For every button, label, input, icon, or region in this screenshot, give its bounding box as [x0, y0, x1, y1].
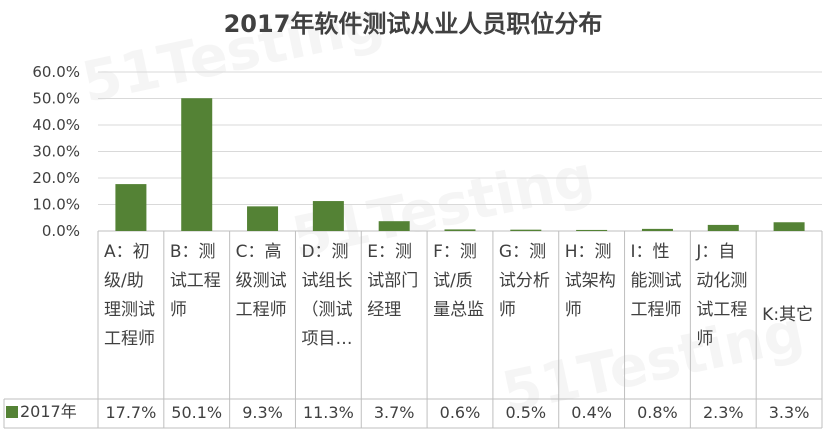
bar [707, 224, 739, 231]
category-label: A：初级/助理测试工程师 [104, 242, 155, 349]
category-label: B：测试工程师 [169, 242, 221, 320]
data-label: 3.3% [768, 403, 810, 422]
data-label: 2.3% [702, 403, 744, 422]
bar [312, 201, 344, 231]
category-label: J：自动化测试工程师 [696, 242, 748, 349]
category-label: H：测试架构师 [564, 242, 616, 320]
category-label: I：性能测试工程师 [630, 242, 682, 320]
bar [181, 98, 213, 231]
category-label: D：测试组长（测试项目… [301, 242, 353, 349]
y-tick-label: 20.0% [32, 169, 80, 187]
legend-label: 2017年 [20, 402, 77, 421]
data-label: 0.4% [571, 403, 612, 422]
category-label: C：高级测试工程师 [235, 242, 287, 320]
bar [510, 229, 542, 231]
category-label: E：测试部门经理 [367, 242, 419, 320]
data-label: 0.6% [439, 403, 481, 422]
category-label: F：测试/质量总监 [433, 242, 485, 320]
data-label: 9.3% [242, 403, 283, 422]
category-label: K:其它 [762, 304, 814, 325]
bar [773, 222, 805, 231]
data-label: 3.7% [373, 403, 415, 422]
bar [115, 184, 147, 231]
data-label: 50.1% [171, 403, 223, 422]
legend-swatch [6, 406, 18, 418]
data-label: 0.5% [505, 403, 547, 422]
data-label: 11.3% [302, 403, 354, 422]
bar [247, 206, 279, 231]
y-tick-label: 10.0% [32, 196, 80, 214]
y-tick-label: 0.0% [42, 222, 80, 240]
data-label: 17.7% [105, 403, 157, 422]
bar [576, 229, 608, 231]
legend-entry: 2017年 [6, 400, 98, 424]
y-tick-label: 60.0% [32, 63, 80, 81]
bar [641, 228, 673, 231]
chart-title: 2017年软件测试从业人员职位分布 [223, 10, 603, 38]
bar [444, 229, 476, 231]
y-tick-label: 30.0% [32, 143, 80, 161]
category-label: G：测试分析师 [498, 242, 550, 320]
y-tick-label: 40.0% [32, 116, 80, 134]
y-tick-label: 50.0% [32, 90, 80, 108]
data-label: 0.8% [637, 403, 678, 422]
bar [378, 221, 410, 231]
